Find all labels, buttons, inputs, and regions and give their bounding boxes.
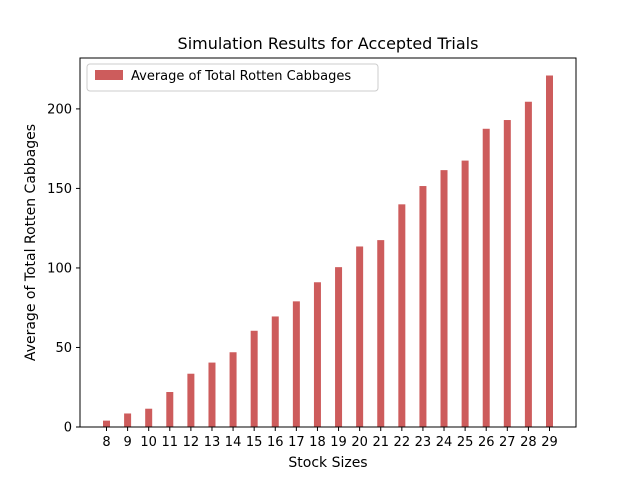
bar-21 (377, 240, 385, 427)
bar-29 (546, 75, 553, 427)
bar-15 (250, 330, 258, 427)
bar-12 (187, 373, 195, 427)
x-tick-label: 27 (499, 435, 516, 450)
bar-24 (440, 170, 448, 427)
bar-16 (271, 316, 279, 427)
bar-14 (229, 352, 237, 427)
x-tick-label: 12 (183, 435, 200, 450)
legend-box (86, 63, 379, 92)
x-tick-label: 22 (394, 435, 411, 450)
bar-17 (292, 301, 300, 427)
x-tick-label: 10 (140, 435, 157, 450)
legend-swatch (95, 70, 123, 80)
bar-27 (503, 120, 511, 427)
x-axis-label: Stock Sizes (288, 455, 367, 471)
y-tick-label: 100 (47, 261, 72, 276)
x-tick-label: 17 (288, 435, 305, 450)
x-tick-label: 24 (436, 435, 453, 450)
y-tick-label: 0 (64, 421, 72, 436)
plot-frame (79, 57, 577, 428)
bar-8 (103, 420, 110, 427)
bar-22 (398, 204, 406, 427)
y-axis-label: Average of Total Rotten Cabbages (23, 124, 39, 361)
chart-title: Simulation Results for Accepted Trials (178, 34, 479, 53)
bar-9 (124, 413, 132, 427)
legend: Average of Total Rotten Cabbages (86, 63, 379, 92)
y-tick-label: 150 (47, 182, 72, 197)
bar-23 (419, 186, 427, 427)
bars-group (103, 75, 553, 428)
x-tick-label: 15 (246, 435, 263, 450)
bar-13 (208, 362, 216, 427)
x-tick-label: 26 (478, 435, 495, 450)
x-tick-label: 9 (123, 435, 131, 450)
bar-28 (524, 101, 532, 428)
x-tick-label: 16 (267, 435, 284, 450)
legend-label: Average of Total Rotten Cabbages (131, 69, 351, 84)
bar-20 (356, 246, 364, 427)
x-tick-label: 25 (457, 435, 474, 450)
bar-10 (145, 408, 153, 427)
bar-18 (313, 282, 321, 427)
x-tick-label: 28 (520, 435, 537, 450)
y-axis-ticks: 0 50 100 150 200 (47, 102, 80, 436)
bar-19 (335, 267, 343, 427)
x-tick-label: 29 (541, 435, 558, 450)
x-tick-label: 23 (415, 435, 432, 450)
x-tick-label: 18 (309, 435, 326, 450)
x-tick-label: 21 (372, 435, 389, 450)
y-tick-label: 50 (55, 341, 72, 356)
bar-11 (166, 392, 174, 427)
x-tick-label: 8 (102, 435, 110, 450)
x-tick-label: 13 (204, 435, 221, 450)
bar-25 (461, 160, 469, 427)
x-tick-label: 20 (351, 435, 368, 450)
bar-26 (482, 128, 490, 427)
x-tick-label: 19 (330, 435, 347, 450)
x-axis-ticks: 8 9 10 11 12 13 14 15 16 17 18 19 20 21 22 23 24 25 26 27 28… (102, 427, 558, 450)
y-tick-label: 200 (47, 102, 72, 117)
x-tick-label: 14 (225, 435, 242, 450)
x-tick-label: 11 (162, 435, 179, 450)
